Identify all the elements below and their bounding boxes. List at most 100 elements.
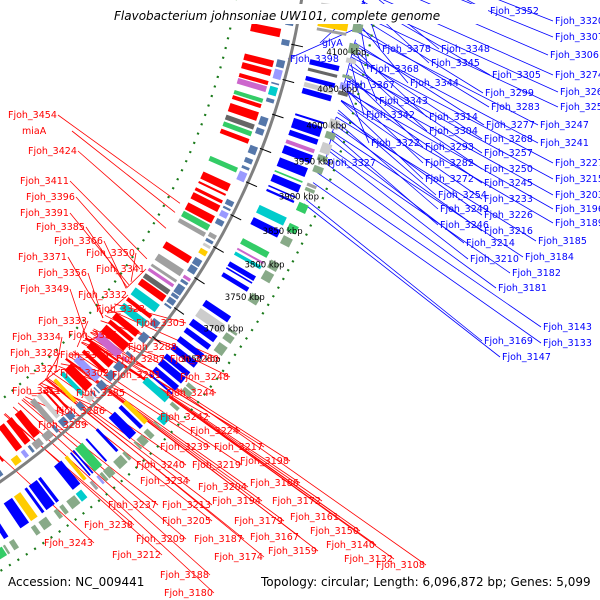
reverse-gene-block: [200, 172, 231, 192]
gene-label-reverse: Fjoh_3333: [38, 316, 87, 327]
gene-label-forward: Fjoh_3181: [498, 283, 547, 294]
circular-genome-map: 4150 kbp4100 kbp4050 kbp4000 kbp3950 kbp…: [0, 0, 600, 600]
feature-block: [319, 142, 332, 155]
gene-label-reverse: Fjoh_3350: [86, 248, 135, 259]
gene-label-reverse: Fjoh_3198: [240, 456, 289, 467]
gene-label-reverse: Fjoh_3454: [8, 110, 57, 121]
gene-label-forward: Fjoh_3348: [441, 44, 490, 55]
gene-label-reverse: Fjoh_3287: [116, 354, 165, 365]
gene-label-forward: Fjoh_3196: [555, 204, 600, 215]
gene-labels: Fjoh_3352Fjoh_3320Fjoh_3307Fjoh_3306Fjoh…: [8, 6, 600, 599]
gene-label-reverse: Fjoh_3334: [12, 332, 61, 343]
reverse-gene-block: [0, 436, 4, 462]
gene-label-reverse: Fjoh_3205: [162, 516, 211, 527]
feature-block: [9, 539, 19, 550]
gene-label-reverse: Fjoh_3167: [250, 532, 299, 543]
gene-label-forward: Fjoh_3367: [346, 80, 395, 91]
gene-label-reverse: Fjoh_3194: [212, 496, 261, 507]
gene-label-forward: Fjoh_3272: [425, 174, 474, 185]
gene-label-forward: Fjoh_3299: [485, 88, 534, 99]
gene-label-forward: Fjoh_3251: [560, 102, 600, 113]
gene-label-forward: Fjoh_3233: [484, 194, 533, 205]
feature-block: [241, 165, 249, 171]
gene-label-forward: Fjoh_3345: [431, 58, 480, 69]
forward-gene-block: [240, 238, 269, 258]
gene-label-forward: Fjoh_3398: [290, 54, 339, 65]
gene-label-reverse: Fjoh_3366: [54, 236, 103, 247]
gene-label-reverse: Fjoh_3213: [162, 500, 211, 511]
gene-label-reverse: Fjoh_3341: [96, 264, 145, 275]
feature-block: [261, 270, 275, 284]
gene-label-forward: Fjoh_3305: [492, 70, 541, 81]
gene-label-reverse: Fjoh_3204: [198, 482, 247, 493]
gene-label-reverse: Fjoh_3311: [12, 386, 61, 397]
feature-block: [203, 242, 211, 249]
gene-label-forward: Fjoh_3215: [555, 174, 600, 185]
gene-label-reverse: Fjoh_3187: [194, 534, 243, 545]
feature-block: [271, 82, 279, 86]
gene-label-reverse: Fjoh_3212: [112, 550, 161, 561]
feature-block: [198, 248, 208, 257]
gene-label-forward: Fjoh_3189: [555, 218, 600, 229]
gene-label-forward: Fjoh_3277: [486, 120, 535, 131]
gene-label-reverse: Fjoh_3310: [60, 350, 109, 361]
gene-label-forward: Fjoh_3227: [555, 158, 600, 169]
gene-label-reverse: miaA: [22, 126, 47, 137]
gene-label-reverse: Fjoh_3243: [44, 538, 93, 549]
gene-label-forward: Fjoh_3307: [555, 32, 600, 43]
forward-gene-block: [54, 461, 80, 490]
gene-label-reverse: Fjoh_3188: [160, 570, 209, 581]
gene-label-forward: Fjoh_3210: [470, 254, 519, 265]
feature-block: [21, 449, 29, 458]
gene-label-reverse: Fjoh_3285: [76, 388, 125, 399]
gene-label-reverse: Fjoh_3180: [164, 588, 213, 599]
forward-gene-block: [0, 511, 8, 539]
map-title: Flavobacterium johnsoniae UW101, complet…: [114, 9, 440, 23]
gene-label-forward: Fjoh_3246: [440, 220, 489, 231]
gene-label-forward: Fjoh_3282: [425, 158, 474, 169]
feature-block: [11, 455, 22, 466]
gene-label-reverse: Fjoh_3159: [268, 546, 317, 557]
tick-label: 3700 kbp: [203, 324, 243, 334]
feature-block: [113, 455, 128, 469]
gene-label-forward: Fjoh_3257: [484, 148, 533, 159]
gene-label-forward: Fjoh_3342: [366, 110, 415, 121]
gene-label-forward: Fjoh_3274: [555, 70, 600, 81]
gene-label-reverse: Fjoh_3224: [190, 426, 239, 437]
gene-label-reverse: Fjoh_3371: [18, 252, 67, 263]
gene-label-forward: Fjoh_3343: [379, 96, 428, 107]
feature-block: [244, 157, 253, 165]
gene-label-reverse: Fjoh_3244: [166, 388, 215, 399]
gene-label-forward: Fjoh_3306: [550, 50, 599, 61]
gene-label-reverse: Fjoh_3174: [214, 552, 263, 563]
feature-block: [225, 199, 235, 207]
gene-label-forward: Fjoh_3378: [382, 44, 431, 55]
feature-block: [38, 517, 51, 531]
gene-label-reverse: Fjoh_3286: [56, 406, 105, 417]
feature-block: [276, 59, 286, 68]
gene-label-reverse: Fjoh_3179: [234, 516, 283, 527]
leader-line: [338, 110, 436, 195]
gene-label-forward: glyA: [322, 38, 343, 49]
gene-label-forward: Fjoh_3327: [327, 158, 376, 169]
gene-label-forward: Fjoh_3216: [484, 226, 533, 237]
gene-label-forward: Fjoh_3283: [491, 102, 540, 113]
gene-label-reverse: Fjoh_3242: [160, 412, 209, 423]
forward-gene-block: [96, 428, 119, 452]
tick-label: 3850 kbp: [263, 227, 303, 237]
gene-label-forward: Fjoh_3245: [484, 178, 533, 189]
feature-block: [324, 131, 336, 141]
gene-label-reverse: Fjoh_3302: [60, 368, 109, 379]
gene-label-reverse: Fjoh_3240: [136, 460, 185, 471]
feature-block: [248, 145, 258, 155]
feature-block: [215, 218, 225, 227]
feature-block: [342, 74, 352, 79]
leader-line: [58, 115, 180, 203]
feature-block: [31, 525, 41, 536]
gene-label-forward: Fjoh_3143: [543, 322, 592, 333]
forward-gene-block: [270, 174, 301, 193]
gene-label-reverse: Fjoh_3140: [326, 540, 375, 551]
feature-block: [236, 170, 247, 182]
gene-label-reverse: Fjoh_3108: [376, 560, 425, 571]
gene-label-forward: Fjoh_3322: [371, 138, 420, 149]
